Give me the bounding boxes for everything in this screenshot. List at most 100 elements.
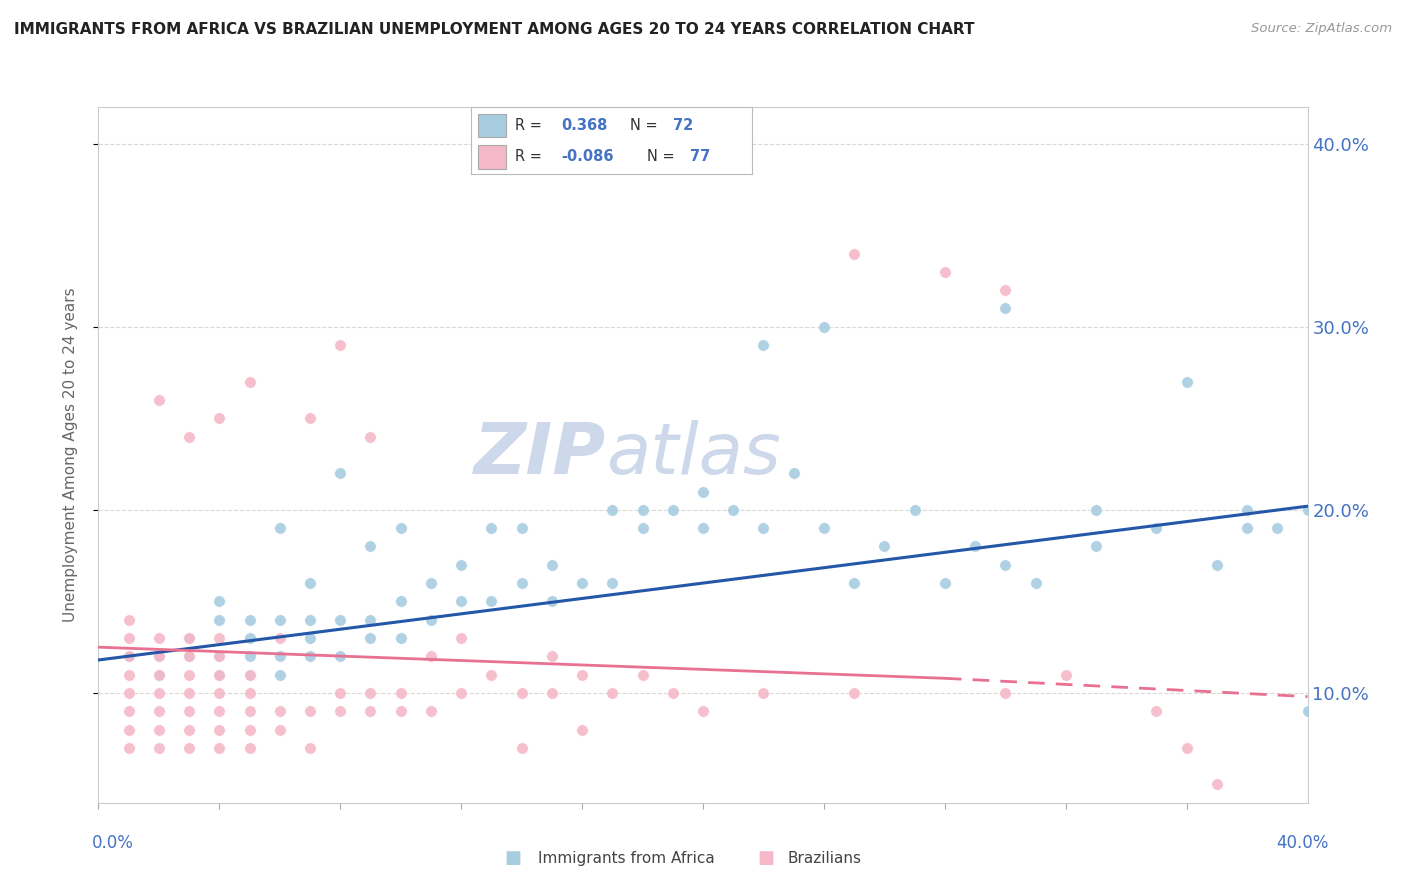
Point xyxy=(540,558,562,572)
Point xyxy=(1296,503,1319,517)
Text: N =: N = xyxy=(647,149,675,164)
Text: atlas: atlas xyxy=(606,420,780,490)
Point xyxy=(208,704,231,718)
Point xyxy=(360,704,382,718)
Point xyxy=(148,740,170,755)
Point xyxy=(420,576,443,591)
Point xyxy=(994,301,1017,316)
Point xyxy=(1085,540,1108,554)
Point xyxy=(1175,740,1198,755)
Point xyxy=(118,740,141,755)
Point xyxy=(299,411,322,425)
Text: 40.0%: 40.0% xyxy=(1277,834,1329,852)
FancyBboxPatch shape xyxy=(478,114,506,137)
Point xyxy=(179,649,201,664)
Point xyxy=(179,740,201,755)
Point xyxy=(450,594,472,608)
Point xyxy=(540,649,562,664)
Point xyxy=(1236,503,1258,517)
Point xyxy=(450,558,472,572)
Point xyxy=(299,576,322,591)
Point xyxy=(179,723,201,737)
Point xyxy=(208,686,231,700)
Point xyxy=(299,613,322,627)
Point xyxy=(752,521,775,535)
Point xyxy=(239,649,262,664)
Point xyxy=(208,740,231,755)
Point xyxy=(934,576,956,591)
Text: ■: ■ xyxy=(505,849,522,867)
Point xyxy=(208,723,231,737)
Point xyxy=(813,319,835,334)
Point xyxy=(540,594,562,608)
Text: IMMIGRANTS FROM AFRICA VS BRAZILIAN UNEMPLOYMENT AMONG AGES 20 TO 24 YEARS CORRE: IMMIGRANTS FROM AFRICA VS BRAZILIAN UNEM… xyxy=(14,22,974,37)
Point xyxy=(510,686,533,700)
Point xyxy=(299,704,322,718)
Point xyxy=(420,649,443,664)
Point xyxy=(299,631,322,645)
Point xyxy=(510,740,533,755)
Point xyxy=(1024,576,1046,591)
Point xyxy=(571,667,593,681)
Point xyxy=(571,576,593,591)
Point xyxy=(329,467,352,481)
Point xyxy=(994,558,1017,572)
Point xyxy=(360,686,382,700)
Text: Source: ZipAtlas.com: Source: ZipAtlas.com xyxy=(1251,22,1392,36)
Point xyxy=(118,667,141,681)
Point xyxy=(904,503,927,517)
Point xyxy=(389,594,412,608)
Point xyxy=(118,704,141,718)
Point xyxy=(208,667,231,681)
Point xyxy=(179,631,201,645)
Point xyxy=(389,704,412,718)
Point xyxy=(118,686,141,700)
Point xyxy=(269,649,291,664)
Point xyxy=(239,613,262,627)
Point xyxy=(844,576,866,591)
Point xyxy=(481,521,503,535)
Point xyxy=(631,521,654,535)
Point xyxy=(269,704,291,718)
Point xyxy=(1175,375,1198,389)
Point xyxy=(481,594,503,608)
Point xyxy=(420,613,443,627)
Point xyxy=(148,723,170,737)
Point xyxy=(239,631,262,645)
Point xyxy=(360,540,382,554)
Text: ZIP: ZIP xyxy=(474,420,606,490)
Point xyxy=(179,667,201,681)
Text: -0.086: -0.086 xyxy=(561,149,613,164)
Point xyxy=(179,429,201,443)
Point xyxy=(269,723,291,737)
Point xyxy=(239,667,262,681)
Point xyxy=(239,667,262,681)
Point xyxy=(118,723,141,737)
Point xyxy=(389,631,412,645)
Point xyxy=(965,540,987,554)
Point xyxy=(148,649,170,664)
Point xyxy=(360,429,382,443)
Point xyxy=(692,704,714,718)
Point xyxy=(510,576,533,591)
Point xyxy=(1054,667,1077,681)
Point xyxy=(208,649,231,664)
Point xyxy=(179,704,201,718)
Point xyxy=(1267,521,1289,535)
Text: Brazilians: Brazilians xyxy=(787,851,862,865)
Point xyxy=(208,411,231,425)
Point xyxy=(540,686,562,700)
Point xyxy=(208,613,231,627)
FancyBboxPatch shape xyxy=(478,145,506,169)
Text: Immigrants from Africa: Immigrants from Africa xyxy=(538,851,716,865)
Point xyxy=(239,686,262,700)
Point xyxy=(844,686,866,700)
Point xyxy=(208,667,231,681)
Point xyxy=(329,686,352,700)
Point xyxy=(148,704,170,718)
Point xyxy=(239,704,262,718)
Point xyxy=(783,467,806,481)
Point xyxy=(662,503,685,517)
Point xyxy=(813,521,835,535)
Text: N =: N = xyxy=(630,118,658,133)
